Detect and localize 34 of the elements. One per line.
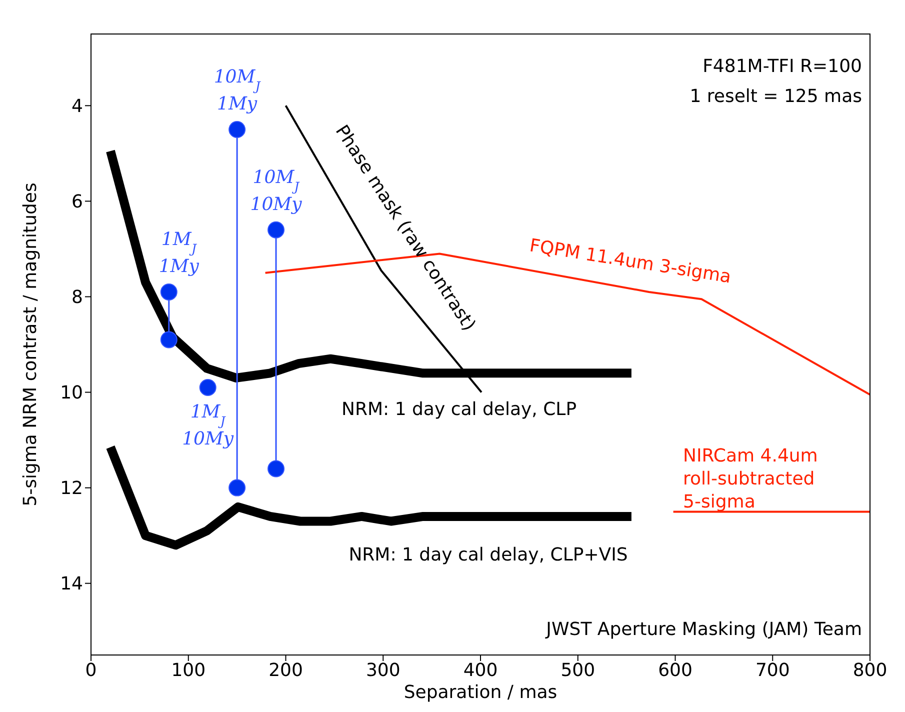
y-tick-label: 8 [72,287,83,308]
y-tick-label: 6 [72,192,83,213]
x-axis-title: Separation / mas [404,682,558,703]
x-tick-label: 800 [852,660,888,681]
annotation: 10M$_{J}$ 1My [214,66,262,115]
annotation: NRM: 1 day cal delay, CLP [342,398,577,420]
x-tick-label: 0 [85,660,97,681]
annotation: F481M-TFI R=100 1 reselt = 125 mas [690,56,862,107]
annotation: NRM: 1 day cal delay, CLP+VIS [348,544,628,566]
point [160,331,178,348]
y-tick-label: 4 [72,96,83,118]
point [160,283,178,300]
point [199,378,216,396]
x-tick-label: 600 [658,660,692,681]
annotation: FQPM 11.4um 3-sigma [528,235,733,288]
annotation: 10M$_{J}$ 10My [250,166,303,215]
x-tick-label: 400 [463,660,498,681]
annotation: 1M$_{J}$ 10My [182,401,234,450]
y-axis-title: 5-sigma NRM contrast / magnitudes [20,182,41,506]
point [228,121,246,138]
annotation: 1M$_{J}$ 1My [158,228,200,277]
x-tick-label: 700 [755,660,790,681]
point [228,479,246,496]
y-tick-label: 14 [60,574,83,595]
annotation: JWST Aperture Masking (JAM) Team [545,619,862,640]
x-tick-label: 500 [560,660,596,681]
point [268,221,285,238]
x-tick-label: 300 [366,660,400,681]
x-tick-label: 100 [171,660,206,681]
point [268,460,285,478]
y-tick-label: 12 [60,478,83,500]
x-tick-label: 200 [268,660,303,681]
annotation: NIRCam 4.4um roll-subtracted 5-sigma [683,446,818,513]
y-tick-label: 10 [60,382,83,404]
